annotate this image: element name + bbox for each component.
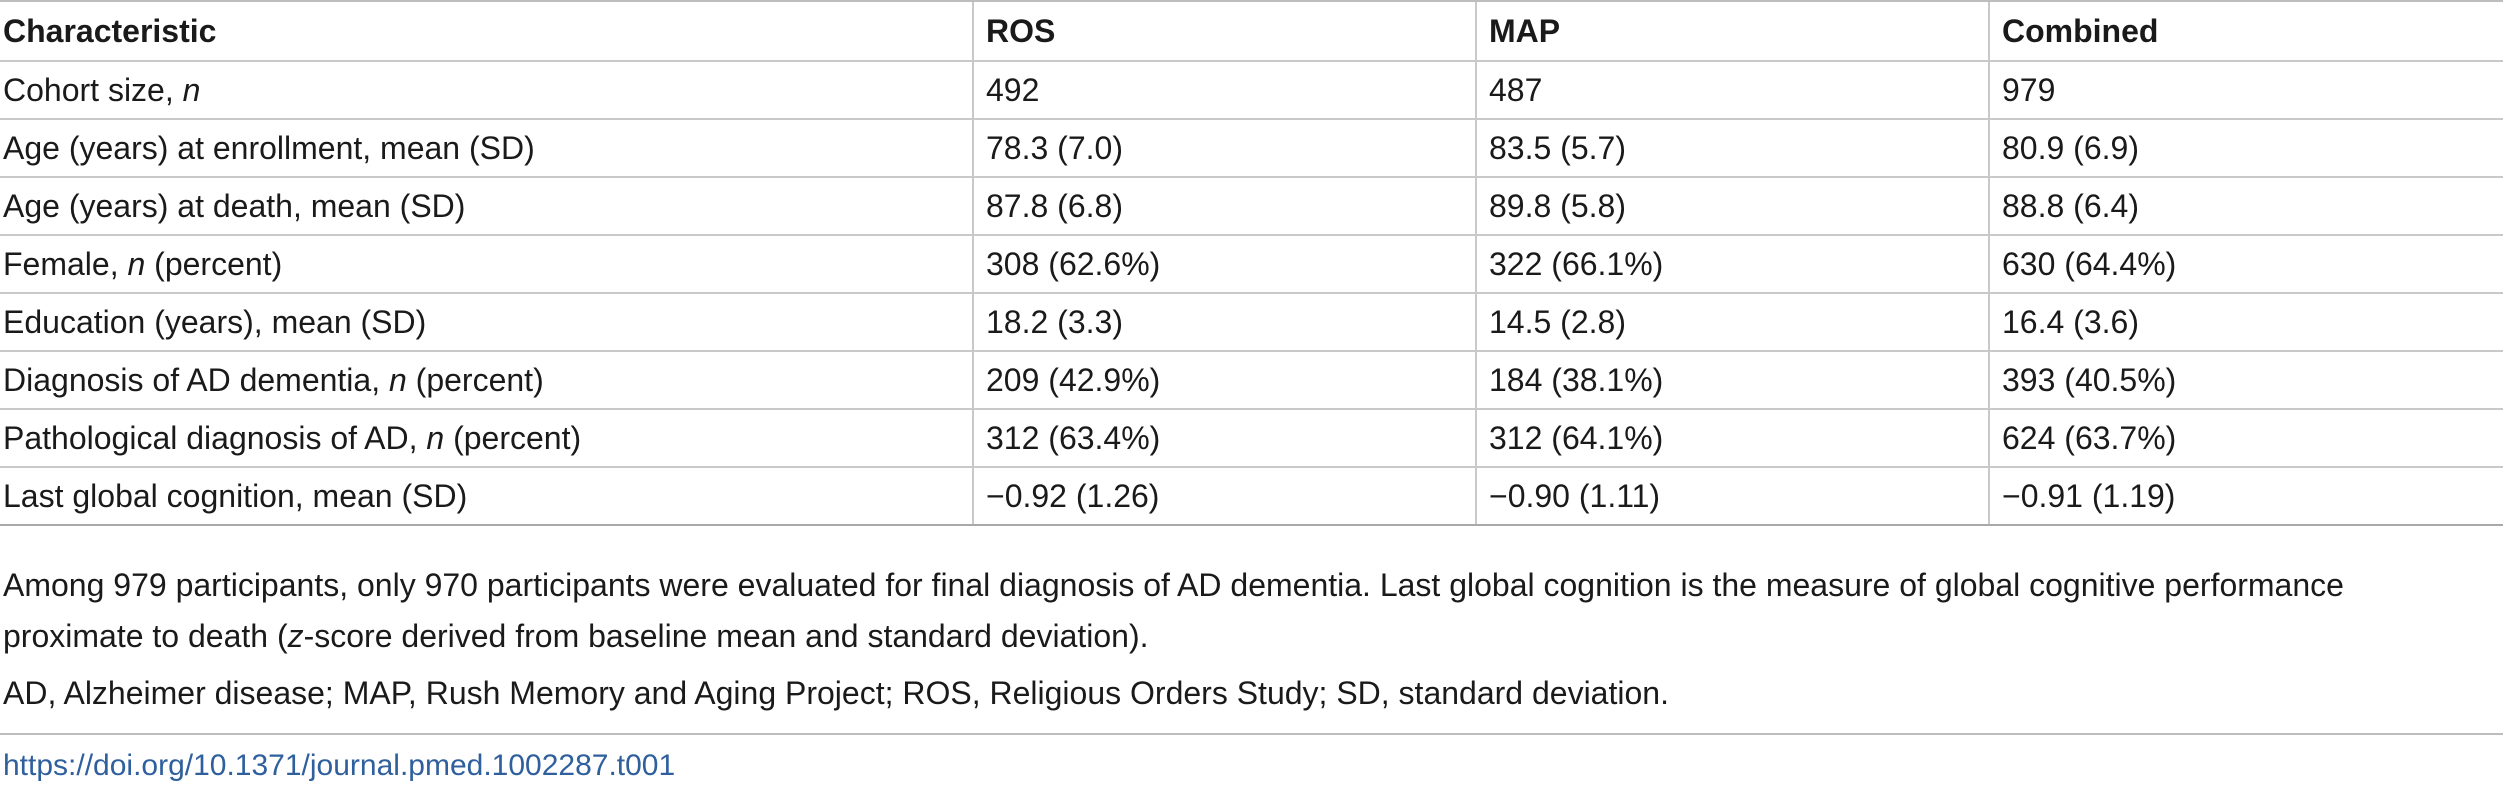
cell-combined: 16.4 (3.6)	[1988, 293, 2503, 352]
characteristic-label-suffix: (percent)	[444, 419, 582, 456]
cell-ros: 87.8 (6.8)	[972, 177, 1476, 236]
cell-ros: 492	[972, 61, 1476, 120]
cell-ros: 209 (42.9%)	[972, 351, 1476, 410]
characteristic-label: Last global cognition, mean (SD)	[3, 477, 468, 514]
table-row: Age (years) at death, mean (SD) 87.8 (6.8…	[0, 177, 2503, 236]
row-characteristic: Age (years) at death, mean (SD)	[0, 177, 973, 236]
cell-combined: −0.91 (1.19)	[1988, 467, 2503, 526]
cell-map: 83.5 (5.7)	[1475, 119, 1989, 178]
table-header-row: Characteristic ROS MAP Combined	[0, 0, 2503, 62]
cell-combined: 979	[1988, 61, 2503, 120]
cell-ros: 78.3 (7.0)	[972, 119, 1476, 178]
characteristic-italic: n	[388, 361, 407, 398]
divider	[0, 733, 2503, 735]
cell-combined: 80.9 (6.9)	[1988, 119, 2503, 178]
row-characteristic: Diagnosis of AD dementia, n (percent)	[0, 351, 973, 410]
table-row: Education (years), mean (SD) 18.2 (3.3) 14…	[0, 293, 2503, 352]
cell-combined: 88.8 (6.4)	[1988, 177, 2503, 236]
footnote-text-end: -score derived from baseline mean and st…	[303, 618, 1149, 654]
row-characteristic: Education (years), mean (SD)	[0, 293, 973, 352]
header-characteristic: Characteristic	[0, 0, 973, 62]
characteristics-table: Characteristic ROS MAP Combined Cohort s…	[0, 0, 2503, 526]
cell-combined: 630 (64.4%)	[1988, 235, 2503, 294]
cell-map: 14.5 (2.8)	[1475, 293, 1989, 352]
cell-map: 322 (66.1%)	[1475, 235, 1989, 294]
table-row: Diagnosis of AD dementia, n (percent) 209…	[0, 351, 2503, 410]
table-row: Age (years) at enrollment, mean (SD) 78.3…	[0, 119, 2503, 178]
characteristic-label: Age (years) at death, mean (SD)	[3, 187, 466, 224]
header-combined: Combined	[1988, 0, 2503, 62]
table-row: Female, n (percent) 308 (62.6%) 322 (66.1%…	[0, 235, 2503, 294]
footnote-abbreviations: AD, Alzheimer disease; MAP, Rush Memory …	[3, 675, 1669, 711]
characteristic-label: Cohort size,	[3, 71, 183, 108]
cell-map: 312 (64.1%)	[1475, 409, 1989, 468]
characteristic-italic: n	[127, 245, 146, 282]
table-row: Cohort size, n 492 487 979	[0, 61, 2503, 120]
cell-map: −0.90 (1.11)	[1475, 467, 1989, 526]
table-body: Cohort size, n 492 487 979 Age (years) at en…	[0, 61, 2503, 526]
cell-combined: 393 (40.5%)	[1988, 351, 2503, 410]
cell-map: 184 (38.1%)	[1475, 351, 1989, 410]
characteristic-label: Education (years), mean (SD)	[3, 303, 427, 340]
footnote-italic: z	[287, 618, 304, 654]
characteristic-label-suffix: (percent)	[406, 361, 544, 398]
characteristic-label-suffix: (percent)	[145, 245, 283, 282]
characteristic-italic: n	[182, 71, 201, 108]
row-characteristic: Last global cognition, mean (SD)	[0, 467, 973, 526]
row-characteristic: Female, n (percent)	[0, 235, 973, 294]
footnote-text: Among 979 participants, only 970 partici…	[3, 567, 2344, 654]
cell-map: 89.8 (5.8)	[1475, 177, 1989, 236]
cell-ros: 308 (62.6%)	[972, 235, 1476, 294]
row-characteristic: Age (years) at enrollment, mean (SD)	[0, 119, 973, 178]
characteristic-italic: n	[426, 419, 445, 456]
characteristic-label: Pathological diagnosis of AD,	[3, 419, 427, 456]
cell-ros: 312 (63.4%)	[972, 409, 1476, 468]
table-row: Pathological diagnosis of AD, n (percent…	[0, 409, 2503, 468]
cell-ros: 18.2 (3.3)	[972, 293, 1476, 352]
row-characteristic: Pathological diagnosis of AD, n (percent…	[0, 409, 973, 468]
cell-ros: −0.92 (1.26)	[972, 467, 1476, 526]
cell-map: 487	[1475, 61, 1989, 120]
row-characteristic: Cohort size, n	[0, 61, 973, 120]
characteristic-label: Age (years) at enrollment, mean (SD)	[3, 129, 535, 166]
footnote-diagnosis: Among 979 participants, only 970 partici…	[3, 560, 2493, 662]
table-row: Last global cognition, mean (SD) −0.92 (1…	[0, 467, 2503, 526]
cell-combined: 624 (63.7%)	[1988, 409, 2503, 468]
characteristic-label: Female,	[3, 245, 128, 282]
header-map: MAP	[1475, 0, 1989, 62]
header-ros: ROS	[972, 0, 1476, 62]
doi-link[interactable]: https://doi.org/10.1371/journal.pmed.100…	[3, 749, 676, 782]
characteristic-label: Diagnosis of AD dementia,	[3, 361, 389, 398]
